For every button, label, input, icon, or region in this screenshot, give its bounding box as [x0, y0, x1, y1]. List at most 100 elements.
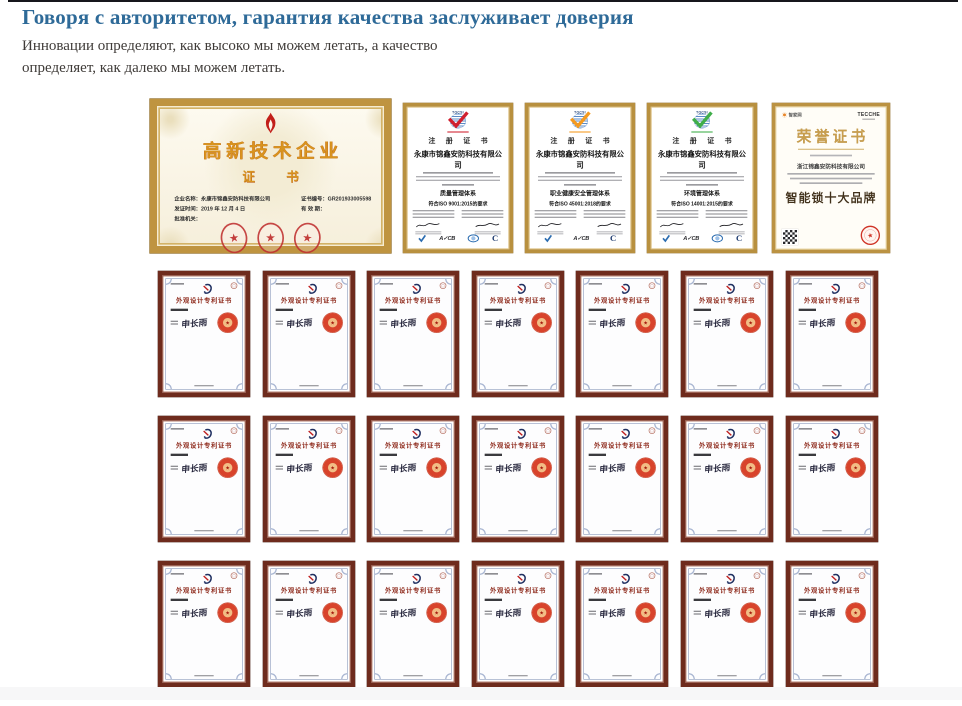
- iso-certificate[interactable]: TQCSI 注 册 证 书 永康市锦鑫安防科技有限公司 职业健康安全管理体系 符…: [525, 103, 635, 253]
- cert-number-bar: [484, 427, 498, 430]
- company-en-bar: [544, 171, 615, 174]
- divider-bar: [170, 598, 188, 601]
- round-stamp-icon: [439, 427, 447, 434]
- patent-cert-title: 外观设计专利证书: [385, 442, 442, 450]
- date-line-bar: [612, 384, 633, 387]
- design-patent-certificate[interactable]: 外观设计专利证书 申长雨 ★: [576, 271, 669, 397]
- director-label-bars: [170, 464, 178, 471]
- cnipa-logo-icon: [830, 427, 841, 441]
- round-stamp-icon: [858, 572, 865, 579]
- tqcsi-logo-icon: TQCSI: [413, 111, 504, 133]
- design-patent-certificate[interactable]: 外观设计专利证书 申长雨 ★: [471, 416, 564, 542]
- design-patent-certificate[interactable]: 外观设计专利证书 申长雨 ★: [680, 561, 773, 687]
- director-signature: 申长雨: [285, 317, 313, 330]
- round-stamp-icon: [335, 427, 342, 434]
- patent-cert-title: 外观设计专利证书: [385, 587, 442, 595]
- design-patent-certificate[interactable]: 外观设计专利证书 申长雨 ★: [471, 271, 564, 397]
- page-title: Говоря с авторитетом, гарантия качества …: [22, 5, 634, 29]
- national-emblem-seal-icon: ★: [322, 457, 342, 478]
- round-stamp-icon: [439, 282, 447, 289]
- patent-row: 外观设计专利证书 申长雨 ★: [158, 271, 878, 397]
- patent-cert-title: 外观设计专利证书: [803, 297, 860, 305]
- divider-bar: [170, 308, 188, 311]
- patent-cert-title: 外观设计专利证书: [698, 297, 755, 305]
- address-bar: [659, 175, 744, 178]
- tqcsi-logo-icon: TQCSI: [535, 111, 626, 133]
- design-patent-certificate[interactable]: 外观设计专利证书 申长雨 ★: [158, 561, 250, 687]
- red-round-seal-icon: ★: [859, 224, 882, 247]
- registration-details-bars: [534, 209, 626, 218]
- cert-number-bar: [589, 282, 603, 285]
- iso-certificate[interactable]: TQCSI 注 册 证 书 永康市锦鑫安防科技有限公司 环境管理体系 符合ISO…: [647, 103, 757, 253]
- design-patent-certificate[interactable]: 外观设计专利证书 申长雨 ★: [785, 271, 878, 397]
- address-bar: [537, 179, 622, 181]
- divider-bar: [693, 453, 711, 456]
- cnipa-logo-icon: [307, 572, 318, 586]
- cert-number-bar: [693, 427, 707, 430]
- director-label-bars: [379, 319, 388, 326]
- national-emblem-seal-icon: ★: [740, 312, 761, 333]
- design-patent-certificate[interactable]: 外观设计专利证书 申长雨 ★: [785, 416, 878, 542]
- issue-date-field: 发证时间：2019 年 12 月 4 日: [174, 205, 246, 212]
- design-patent-certificate[interactable]: 外观设计专利证书 申长雨 ★: [158, 416, 250, 542]
- design-patent-certificate[interactable]: 外观设计专利证书 申长雨 ★: [158, 271, 250, 397]
- cnipa-logo-icon: [411, 427, 422, 441]
- design-patent-certificate[interactable]: 外观设计专利证书 申长雨 ★: [680, 271, 773, 397]
- design-patent-certificate[interactable]: 外观设计专利证书 申长雨 ★: [471, 561, 564, 687]
- design-patent-certificate[interactable]: 外观设计专利证书 申长雨 ★: [262, 271, 355, 397]
- national-emblem-seal-icon: ★: [217, 312, 238, 333]
- design-patent-certificate[interactable]: 外观设计专利证书 申长雨 ★: [576, 561, 669, 687]
- patent-cert-title: 外观设计专利证书: [489, 587, 546, 595]
- director-signature: 申长雨: [285, 607, 313, 620]
- iso-certificate[interactable]: TQCSI 注 册 证 书 永康市锦鑫安防科技有限公司 质量管理体系 符合ISO…: [403, 103, 513, 253]
- divider-bar: [275, 308, 293, 311]
- cert-number-bar: [170, 282, 184, 285]
- check-badge-logo: [662, 234, 671, 243]
- divider-bar: [379, 598, 398, 601]
- date-line-bar: [821, 529, 842, 532]
- design-patent-certificate[interactable]: 外观设计专利证书 申长雨 ★: [576, 416, 669, 542]
- hitech-cert-title: 高新技术企业: [202, 140, 343, 162]
- director-signature: 申长雨: [704, 607, 731, 620]
- tqcsi-label: TQCSI: [574, 110, 586, 115]
- address-bar: [415, 175, 500, 178]
- director-signature: 申长雨: [808, 607, 836, 620]
- design-patent-certificate[interactable]: 外观设计专利证书 申长雨 ★: [367, 416, 460, 542]
- round-stamp-icon: [649, 572, 656, 579]
- management-system-name: 环境管理体系: [683, 190, 720, 197]
- patent-cert-title: 外观设计专利证书: [594, 297, 651, 305]
- cert-number-bar: [798, 282, 812, 285]
- signature-right: [596, 222, 623, 235]
- design-patent-certificate[interactable]: 外观设计专利证书 申长雨 ★: [262, 416, 355, 542]
- date-line-bar: [508, 384, 528, 387]
- hitech-enterprise-certificate[interactable]: 高新技术企业 证 书 企业名称：永康市锦鑫安防科技有限公司 发证时间：2019 …: [150, 99, 391, 256]
- round-stamp-icon: [439, 572, 447, 579]
- round-stamp-icon: [753, 572, 761, 579]
- honor-certificate[interactable]: 智家网 TECCHE 荣誉证书 浙江锦鑫安防科技有限公司 智能锁十大品牌: [772, 103, 890, 253]
- signature-left: [659, 222, 686, 235]
- design-patent-certificate[interactable]: 外观设计专利证书 申长雨 ★: [680, 416, 773, 542]
- iaf-logo: [467, 234, 480, 243]
- round-stamp-icon: [544, 427, 552, 434]
- tecche-logo: TECCHE: [857, 112, 880, 120]
- design-patent-certificate[interactable]: 外观设计专利证书 申长雨 ★: [367, 561, 460, 687]
- patent-cert-title: 外观设计专利证书: [175, 442, 232, 450]
- patent-cert-title: 外观设计专利证书: [594, 442, 651, 450]
- national-emblem-seal-icon: ★: [427, 312, 447, 333]
- patent-row: 外观设计专利证书 申长雨 ★: [158, 561, 878, 687]
- citation-line-bar: [789, 177, 872, 180]
- director-signature: 申长雨: [599, 607, 626, 620]
- design-patent-certificate[interactable]: 外观设计专利证书 申长雨 ★: [262, 561, 355, 687]
- approving-authority-field: 批准机关：: [174, 215, 202, 222]
- honor-company-name: 浙江锦鑫安防科技有限公司: [796, 163, 865, 170]
- design-patent-certificate[interactable]: 外观设计专利证书 申长雨 ★: [785, 561, 878, 687]
- design-patent-certificate[interactable]: 外观设计专利证书 申长雨 ★: [367, 271, 460, 397]
- tqcsi-label: TQCSI: [696, 110, 708, 115]
- director-signature: 申长雨: [599, 317, 626, 330]
- national-emblem-seal-icon: ★: [845, 312, 865, 333]
- iso-cert-title: 注 册 证 书: [550, 136, 614, 145]
- director-label-bars: [798, 319, 806, 326]
- director-label-bars: [379, 609, 388, 616]
- round-stamp-icon: [230, 427, 238, 434]
- round-stamp-icon: [753, 427, 761, 434]
